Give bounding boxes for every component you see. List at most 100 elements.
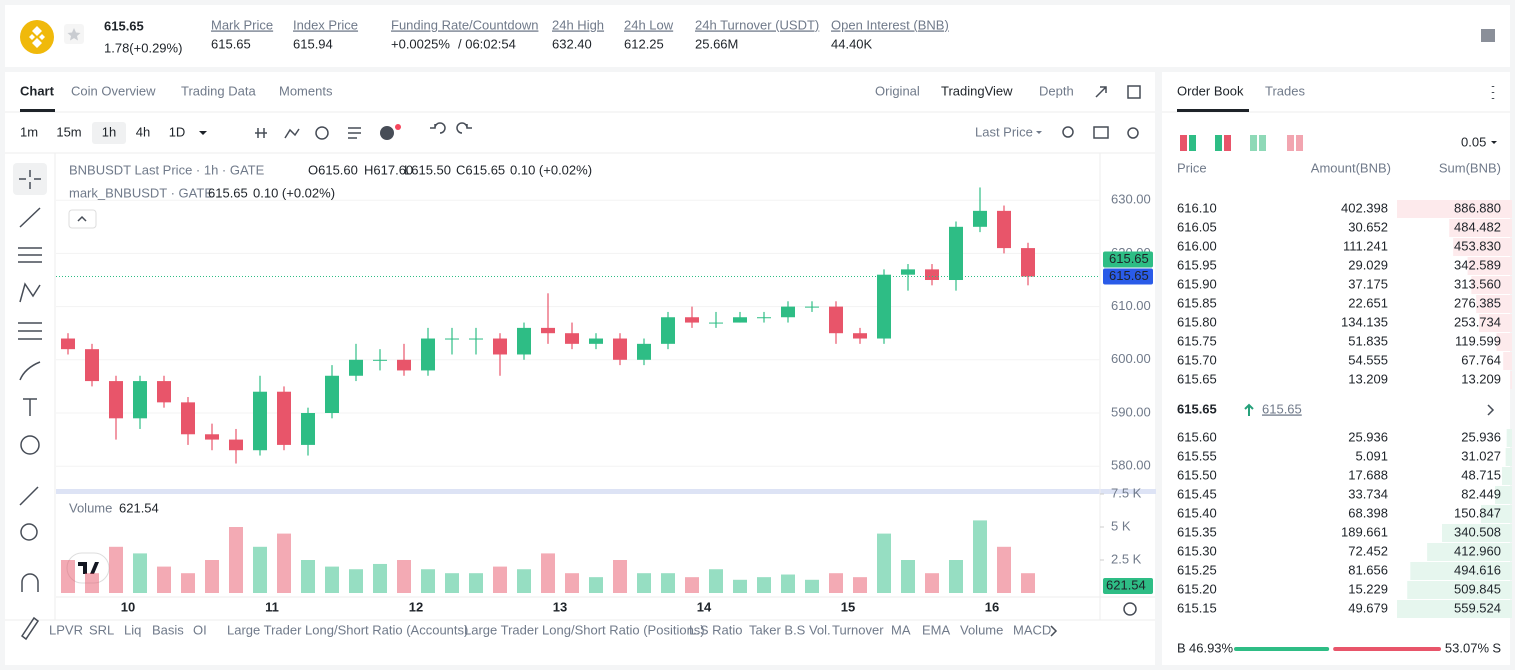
book-price[interactable]: 615.40	[1177, 505, 1217, 520]
indicator-tab[interactable]: Large Trader Long/Short Ratio (Positions…	[464, 622, 705, 637]
book-view-icon[interactable]	[1215, 135, 1222, 151]
interval[interactable]: 1m	[20, 124, 38, 139]
precision[interactable]: 0.05	[1461, 134, 1486, 149]
book-price[interactable]: 615.15	[1177, 600, 1217, 615]
view-tab[interactable]: Original	[875, 83, 920, 98]
template-icon[interactable]	[348, 127, 361, 139]
book-price[interactable]: 615.85	[1177, 295, 1217, 310]
interval[interactable]: 1h	[102, 124, 116, 139]
undo-icon[interactable]	[430, 122, 446, 134]
indicator-tab[interactable]: Volume	[960, 622, 1003, 637]
book-price[interactable]: 615.75	[1177, 333, 1217, 348]
indicator-icon[interactable]	[284, 128, 300, 139]
scroll-right[interactable]	[1050, 625, 1058, 637]
book-tab[interactable]: Trades	[1265, 83, 1305, 98]
indicator-tab[interactable]: EMA	[922, 622, 951, 637]
legend-ohlc: O615.60	[308, 162, 358, 177]
layout-icon[interactable]	[1127, 85, 1141, 99]
book-price[interactable]: 615.95	[1177, 257, 1217, 272]
view-tab[interactable]: TradingView	[941, 83, 1013, 98]
volume-bar	[109, 546, 123, 593]
depth-bar	[1397, 600, 1512, 618]
crosshair-tool[interactable]	[13, 163, 47, 195]
stat-label: 24h Low	[624, 17, 674, 32]
book-price[interactable]: 615.70	[1177, 352, 1217, 367]
pencil-tool[interactable]	[20, 616, 40, 641]
book-price[interactable]: 615.35	[1177, 524, 1217, 539]
book-view-icon[interactable]	[1259, 135, 1266, 151]
view-tab[interactable]: Depth	[1039, 83, 1074, 98]
price-type[interactable]: Last Price	[975, 124, 1033, 139]
indicator-tab[interactable]: Basis	[152, 622, 184, 637]
book-price[interactable]: 615.80	[1177, 314, 1217, 329]
book-price[interactable]: 615.55	[1177, 448, 1217, 463]
zoom-tool[interactable]	[20, 523, 38, 541]
trendline-tool[interactable]	[19, 207, 41, 228]
add-icon[interactable]	[380, 126, 394, 140]
replay-icon[interactable]	[315, 126, 329, 140]
book-view-icon[interactable]	[1250, 135, 1257, 151]
pattern-tool[interactable]	[19, 282, 41, 303]
indicator-tab[interactable]: Taker B.S Vol.	[749, 622, 831, 637]
collapse-legend[interactable]	[68, 209, 97, 229]
book-amount: 30.652	[1348, 219, 1388, 234]
search-icon[interactable]	[1062, 126, 1074, 138]
magnet-tool[interactable]	[21, 573, 39, 592]
book-price[interactable]: 615.90	[1177, 276, 1217, 291]
book-price[interactable]: 616.10	[1177, 200, 1217, 215]
candle-body	[229, 439, 243, 451]
redo-icon[interactable]	[456, 122, 472, 134]
book-tab[interactable]: Order Book	[1177, 83, 1244, 98]
indicator-tab[interactable]: Large Trader Long/Short Ratio (Accounts)	[227, 622, 468, 637]
candle-type-icon[interactable]	[255, 128, 267, 138]
book-price[interactable]: 615.25	[1177, 562, 1217, 577]
book-icon[interactable]	[1481, 29, 1495, 42]
text-tool[interactable]	[23, 398, 37, 416]
book-view-icon[interactable]	[1189, 135, 1196, 151]
indicator-tab[interactable]: LPVR	[49, 622, 83, 637]
indicator-tab[interactable]: MA	[891, 622, 911, 637]
interval[interactable]: 15m	[56, 124, 81, 139]
legend-mark-change: 0.10 (+0.02%)	[253, 185, 335, 200]
indicator-tab[interactable]: MACD	[1013, 622, 1051, 637]
book-view-icon[interactable]	[1287, 135, 1294, 151]
indicator-tab[interactable]: Liq	[124, 622, 141, 637]
indicator-tab[interactable]: SRL	[89, 622, 114, 637]
candle-body	[829, 306, 843, 334]
camera-icon[interactable]	[1093, 126, 1109, 139]
interval[interactable]: 4h	[136, 124, 150, 139]
ruler-tool[interactable]	[19, 486, 39, 506]
book-price[interactable]: 615.45	[1177, 486, 1217, 501]
indicator-tab[interactable]: L.S Ratio	[689, 622, 742, 637]
indicator-tab[interactable]: OI	[193, 622, 207, 637]
book-price[interactable]: 616.05	[1177, 219, 1217, 234]
volume-bar	[589, 577, 603, 593]
book-price[interactable]: 615.65	[1177, 371, 1217, 386]
volume-bar	[733, 579, 747, 593]
book-price[interactable]: 615.60	[1177, 429, 1217, 444]
fib-tool[interactable]	[18, 247, 42, 263]
fullscreen-icon[interactable]	[1095, 86, 1107, 98]
book-view-icon[interactable]	[1180, 135, 1187, 151]
interval[interactable]: 1D	[169, 124, 186, 139]
chart-tab[interactable]: Moments	[279, 83, 333, 98]
legend-ohlc: L615.50	[404, 162, 451, 177]
book-price[interactable]: 616.00	[1177, 238, 1217, 253]
brush-tool[interactable]	[19, 361, 41, 381]
indicator-tab[interactable]: Turnover	[832, 622, 884, 637]
emoji-tool[interactable]	[20, 435, 40, 455]
settings-icon[interactable]	[1127, 127, 1139, 139]
time-settings-icon[interactable]	[1123, 602, 1137, 616]
chart-tab[interactable]: Chart	[20, 83, 55, 98]
book-price[interactable]: 615.30	[1177, 543, 1217, 558]
book-view-icon[interactable]	[1296, 135, 1303, 151]
book-price[interactable]: 615.20	[1177, 581, 1217, 596]
book-price[interactable]: 615.50	[1177, 467, 1217, 482]
chart-tab[interactable]: Trading Data	[181, 83, 256, 98]
y-tick-label: 580.00	[1111, 458, 1151, 473]
chart-tab[interactable]: Coin Overview	[71, 83, 156, 98]
volume-bar	[325, 566, 339, 593]
arrow-icon[interactable]	[1487, 404, 1495, 416]
book-view-icon[interactable]	[1224, 135, 1231, 151]
measure-tool[interactable]	[18, 322, 42, 340]
